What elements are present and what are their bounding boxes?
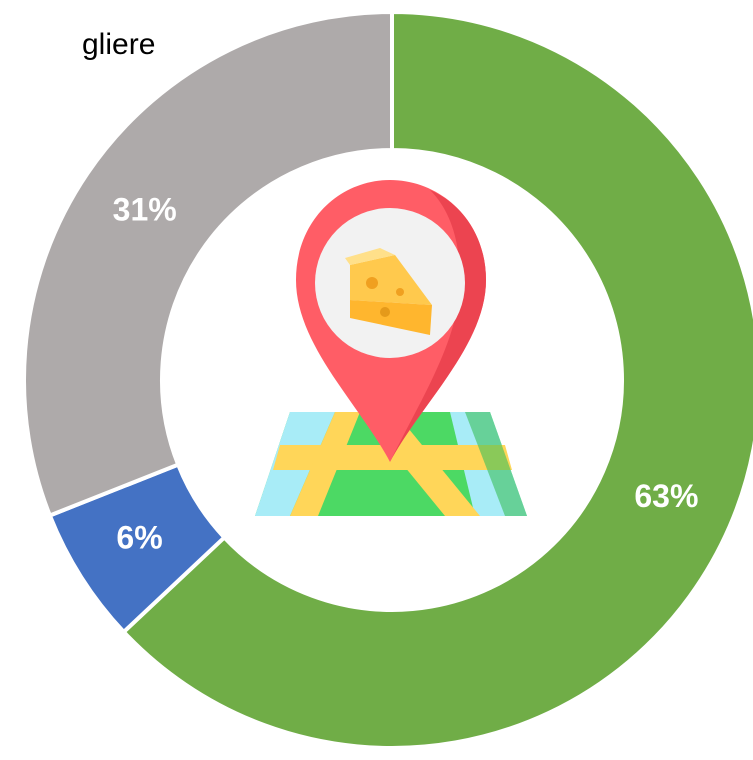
center-icon: [255, 180, 527, 516]
cheese-hole: [380, 307, 390, 317]
chart-title: gliere: [82, 28, 155, 61]
value-label: 6%: [116, 520, 162, 556]
slice: [22, 9, 394, 519]
pin-shade: [390, 190, 486, 462]
slices: [22, 9, 753, 750]
value-label: 31%: [113, 191, 177, 227]
slice: [120, 9, 753, 750]
map-road: [290, 412, 360, 516]
cheese: [350, 255, 432, 305]
map-shade: [465, 412, 527, 516]
cheese-hole: [396, 288, 404, 296]
value-label: 63%: [634, 478, 698, 514]
cheese-side: [350, 300, 432, 335]
cheese-top: [345, 248, 395, 265]
cheese-hole: [366, 277, 378, 289]
